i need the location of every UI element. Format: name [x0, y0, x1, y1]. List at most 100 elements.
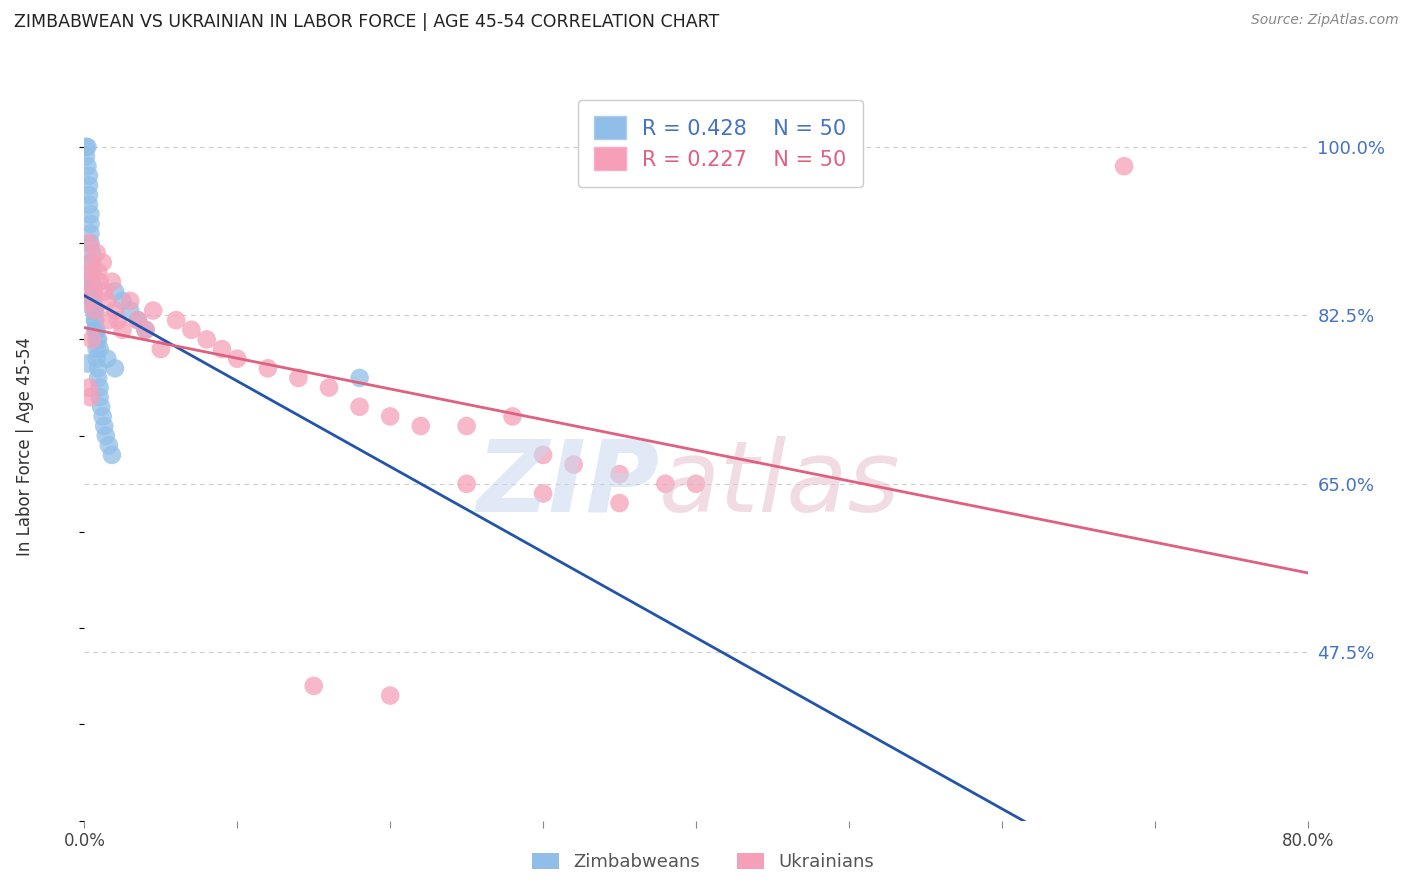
Point: [83, 293, 105, 308]
Point: [79, 217, 101, 231]
Point: [456, 419, 478, 434]
Point: [97, 438, 120, 452]
Point: [87, 361, 110, 376]
Point: [211, 342, 233, 356]
Point: [111, 323, 134, 337]
Point: [287, 371, 309, 385]
Point: [180, 323, 202, 337]
Point: [226, 351, 249, 366]
Point: [94, 428, 117, 442]
Point: [654, 476, 676, 491]
Point: [165, 313, 187, 327]
Point: [83, 285, 105, 299]
Point: [80, 255, 103, 269]
Text: ZIMBABWEAN VS UKRAINIAN IN LABOR FORCE | AGE 45-54 CORRELATION CHART: ZIMBABWEAN VS UKRAINIAN IN LABOR FORCE |…: [14, 13, 720, 31]
Point: [349, 400, 371, 414]
Point: [76, 275, 98, 289]
Point: [96, 351, 118, 366]
Point: [77, 197, 100, 211]
Point: [75, 150, 97, 164]
Point: [89, 342, 111, 356]
Point: [77, 178, 100, 193]
Point: [302, 679, 325, 693]
Point: [195, 333, 218, 347]
Point: [79, 207, 101, 221]
Point: [127, 313, 149, 327]
Point: [127, 313, 149, 327]
Point: [91, 409, 114, 424]
Point: [107, 313, 129, 327]
Point: [257, 361, 280, 376]
Point: [609, 496, 631, 510]
Point: [80, 265, 103, 279]
Point: [79, 255, 101, 269]
Point: [80, 333, 103, 347]
Point: [83, 279, 105, 293]
Point: [135, 323, 157, 337]
Text: Source: ZipAtlas.com: Source: ZipAtlas.com: [1251, 13, 1399, 28]
Point: [90, 400, 112, 414]
Point: [89, 390, 111, 404]
Point: [75, 140, 97, 154]
Point: [531, 448, 554, 462]
Point: [83, 303, 105, 318]
Point: [142, 303, 165, 318]
Point: [502, 409, 524, 424]
Text: ZIP: ZIP: [477, 435, 659, 533]
Point: [80, 245, 103, 260]
Point: [93, 419, 115, 434]
Point: [96, 293, 118, 308]
Point: [531, 486, 554, 500]
Point: [77, 380, 100, 394]
Point: [318, 380, 340, 394]
Point: [79, 227, 101, 241]
Point: [83, 285, 105, 299]
Point: [91, 255, 114, 269]
Point: [86, 333, 108, 347]
Point: [84, 303, 107, 318]
Point: [135, 323, 157, 337]
Point: [104, 285, 127, 299]
Point: [89, 380, 111, 394]
Text: atlas: atlas: [659, 435, 901, 533]
Legend: R = 0.428    N = 50, R = 0.227    N = 50: R = 0.428 N = 50, R = 0.227 N = 50: [578, 100, 863, 186]
Point: [111, 293, 134, 308]
Point: [77, 188, 100, 202]
Point: [101, 275, 124, 289]
Point: [87, 371, 110, 385]
Point: [89, 275, 111, 289]
Point: [149, 342, 172, 356]
Point: [86, 245, 108, 260]
Point: [380, 409, 402, 424]
Point: [1114, 159, 1136, 173]
Point: [76, 159, 98, 173]
Point: [84, 303, 107, 318]
Point: [80, 293, 103, 308]
Point: [409, 419, 432, 434]
Point: [562, 458, 585, 472]
Point: [79, 390, 101, 404]
Point: [80, 265, 103, 279]
Text: In Labor Force | Age 45-54: In Labor Force | Age 45-54: [17, 336, 34, 556]
Point: [609, 467, 631, 482]
Point: [86, 351, 108, 366]
Point: [76, 140, 98, 154]
Point: [685, 476, 707, 491]
Point: [75, 293, 97, 308]
Point: [104, 361, 127, 376]
Point: [456, 476, 478, 491]
Point: [79, 236, 101, 251]
Point: [84, 323, 107, 337]
Point: [84, 313, 107, 327]
Point: [101, 448, 124, 462]
Point: [120, 303, 142, 318]
Point: [120, 293, 142, 308]
Point: [86, 342, 108, 356]
Point: [97, 313, 120, 327]
Point: [84, 313, 107, 327]
Point: [80, 275, 103, 289]
Point: [104, 303, 127, 318]
Point: [77, 169, 100, 183]
Point: [76, 356, 98, 371]
Point: [349, 371, 371, 385]
